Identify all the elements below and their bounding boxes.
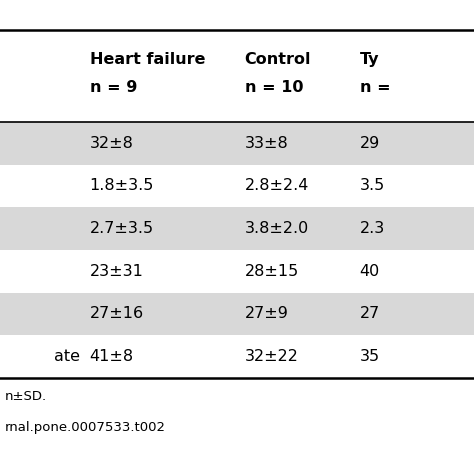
Text: ate: ate (54, 349, 80, 364)
Text: n = 10: n = 10 (245, 81, 303, 95)
Text: n =: n = (360, 81, 391, 95)
Text: 27±9: 27±9 (245, 307, 289, 321)
Text: 23±31: 23±31 (90, 264, 144, 279)
Text: Heart failure: Heart failure (90, 52, 205, 67)
Text: 33±8: 33±8 (245, 136, 289, 151)
Text: rnal.pone.0007533.t002: rnal.pone.0007533.t002 (5, 421, 166, 434)
Text: 28±15: 28±15 (245, 264, 299, 279)
Bar (0, 292, 474, 335)
Bar (0, 207, 474, 250)
Text: 32±22: 32±22 (245, 349, 299, 364)
Text: 29: 29 (360, 136, 380, 151)
Text: 1.8±3.5: 1.8±3.5 (90, 179, 154, 193)
Text: 41±8: 41±8 (90, 349, 134, 364)
Text: 2.3: 2.3 (360, 221, 385, 236)
Text: 27±16: 27±16 (90, 307, 144, 321)
Text: 3.5: 3.5 (360, 179, 385, 193)
Text: n±SD.: n±SD. (5, 390, 47, 403)
Text: Ty: Ty (360, 52, 379, 67)
Text: 2.7±3.5: 2.7±3.5 (90, 221, 154, 236)
Text: 3.8±2.0: 3.8±2.0 (245, 221, 309, 236)
Text: 35: 35 (360, 349, 380, 364)
Text: 27: 27 (360, 307, 380, 321)
Text: n = 9: n = 9 (90, 81, 137, 95)
Text: 40: 40 (360, 264, 380, 279)
Text: Control: Control (245, 52, 311, 67)
Text: 2.8±2.4: 2.8±2.4 (245, 179, 309, 193)
Text: 32±8: 32±8 (90, 136, 134, 151)
Bar (0, 122, 474, 164)
